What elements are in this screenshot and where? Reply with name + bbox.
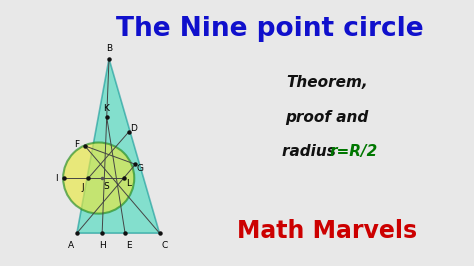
Text: The Nine point circle: The Nine point circle <box>117 16 424 42</box>
Text: Theorem,: Theorem, <box>286 75 368 90</box>
Text: Math Marvels: Math Marvels <box>237 219 417 243</box>
Text: E: E <box>126 241 131 250</box>
Text: C: C <box>162 241 168 250</box>
Text: H: H <box>99 241 106 250</box>
Text: F: F <box>73 140 79 149</box>
Text: L: L <box>127 179 131 188</box>
Text: radius: radius <box>282 144 341 159</box>
Text: G: G <box>137 164 144 173</box>
Text: S: S <box>103 182 109 191</box>
Text: B: B <box>106 44 112 53</box>
Circle shape <box>63 143 134 214</box>
Text: I: I <box>55 173 57 182</box>
Text: r=R/2: r=R/2 <box>329 144 378 159</box>
Text: J: J <box>82 183 84 192</box>
Polygon shape <box>77 59 160 233</box>
Text: D: D <box>130 124 137 133</box>
Text: K: K <box>103 104 109 113</box>
Text: proof and: proof and <box>285 110 369 124</box>
Text: A: A <box>68 241 74 250</box>
